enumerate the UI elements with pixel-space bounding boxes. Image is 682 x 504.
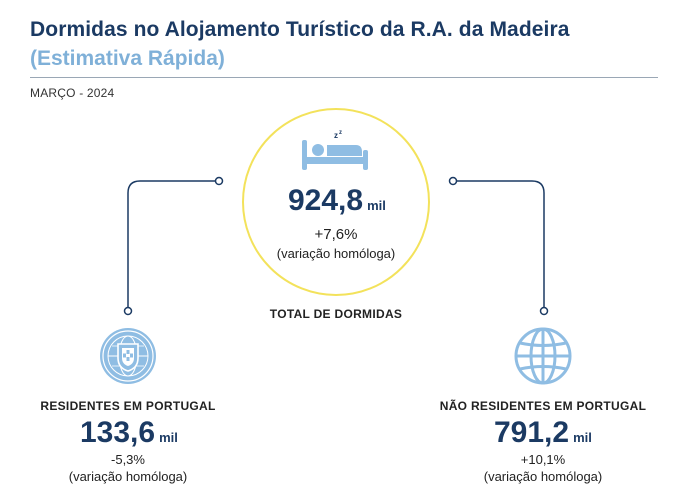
total-value: 924,8	[288, 184, 364, 217]
non-residents-label: NÃO RESIDENTES EM PORTUGAL	[439, 399, 647, 413]
non-residents-change: +10,1%	[520, 452, 566, 467]
residents-change: -5,3%	[111, 452, 145, 467]
page-title: Dormidas no Alojamento Turístico da R.A.…	[30, 18, 570, 41]
period-label: MARÇO - 2024	[30, 86, 115, 100]
bed-icon: z z	[302, 130, 368, 170]
non-residents-note: (variação homóloga)	[483, 469, 603, 484]
connector-right	[453, 180, 545, 311]
svg-text:z: z	[334, 131, 338, 140]
residents-note: (variação homóloga)	[68, 469, 188, 484]
non-residents-unit: mil	[573, 430, 592, 445]
total-label: TOTAL DE DORMIDAS	[269, 307, 403, 321]
globe-icon	[514, 327, 572, 385]
total-value-group: 924,8 mil	[288, 184, 386, 218]
connector-left	[127, 180, 219, 311]
portugal-coat-of-arms-icon	[100, 328, 156, 384]
non-residents-value: 791,2	[494, 416, 570, 449]
connector-right-start-dot	[448, 176, 458, 186]
page-subtitle: (Estimativa Rápida)	[30, 47, 225, 70]
total-note: (variação homóloga)	[276, 246, 396, 261]
svg-text:z: z	[339, 130, 342, 136]
total-change: +7,6%	[314, 226, 358, 243]
non-residents-value-group: 791,2 mil	[494, 416, 592, 450]
connector-right-end-dot	[539, 306, 549, 316]
total-unit: mil	[367, 198, 386, 213]
total-ring	[242, 108, 430, 296]
title-divider	[30, 77, 658, 78]
residents-unit: mil	[159, 430, 178, 445]
residents-value-group: 133,6 mil	[80, 416, 178, 450]
connector-left-end-dot	[123, 306, 133, 316]
residents-value: 133,6	[80, 416, 156, 449]
residents-label: RESIDENTES EM PORTUGAL	[40, 399, 216, 413]
connector-left-start-dot	[214, 176, 224, 186]
